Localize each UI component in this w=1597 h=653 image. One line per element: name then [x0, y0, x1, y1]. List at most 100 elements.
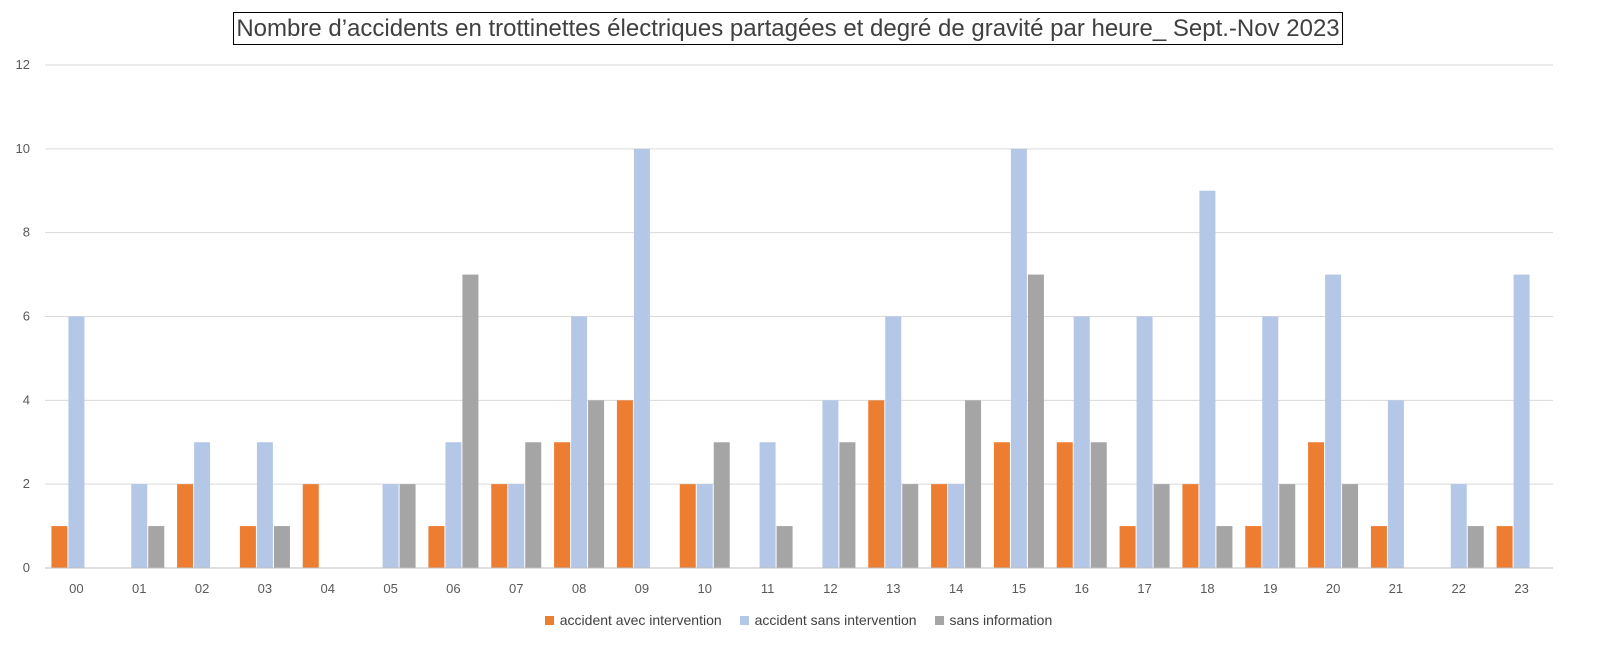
x-tick-label: 17	[1137, 581, 1151, 596]
bar	[1027, 274, 1044, 568]
legend-label-sans: accident sans intervention	[754, 612, 917, 628]
bar	[1119, 526, 1136, 568]
bar	[571, 316, 588, 568]
x-tick-label: 02	[195, 581, 209, 596]
x-tick-label: 12	[823, 581, 837, 596]
legend-label-avec: accident avec intervention	[559, 612, 722, 628]
x-tick-label: 18	[1200, 581, 1214, 596]
bar	[148, 526, 165, 568]
y-tick-label: 8	[23, 225, 30, 240]
x-tick-label: 23	[1514, 581, 1528, 596]
x-tick-label: 16	[1075, 581, 1089, 596]
bar	[1279, 484, 1296, 568]
bar	[1153, 484, 1170, 568]
bar	[239, 526, 256, 568]
bar	[51, 526, 68, 568]
legend-swatch-sans	[739, 615, 749, 625]
bar	[1090, 442, 1107, 568]
legend-swatch-avec	[544, 615, 554, 625]
bar	[839, 442, 856, 568]
bar	[1245, 526, 1262, 568]
x-tick-label: 09	[635, 581, 649, 596]
x-tick-label: 19	[1263, 581, 1277, 596]
bar	[256, 442, 273, 568]
bar	[588, 400, 605, 568]
bar	[822, 400, 839, 568]
x-axis-tick-labels: 00 01 02 03 04 05 06 07 08 09 10 11 12 13 14 15 16 17 18 19…	[69, 581, 1529, 596]
bar	[273, 526, 290, 568]
bar	[302, 484, 319, 568]
x-tick-label: 03	[258, 581, 272, 596]
bar	[1342, 484, 1359, 568]
x-tick-label: 01	[132, 581, 146, 596]
x-tick-label: 13	[886, 581, 900, 596]
bar	[885, 316, 902, 568]
bar	[1262, 316, 1279, 568]
x-tick-label: 00	[69, 581, 83, 596]
x-tick-label: 14	[949, 581, 963, 596]
bar	[399, 484, 416, 568]
bar	[1387, 400, 1404, 568]
bar	[1370, 526, 1387, 568]
bar	[633, 148, 650, 569]
bar	[713, 442, 730, 568]
bar	[1073, 316, 1090, 568]
bar	[525, 442, 542, 568]
x-tick-label: 15	[1012, 581, 1026, 596]
x-tick-label: 20	[1326, 581, 1340, 596]
legend-label-info: sans information	[949, 612, 1053, 628]
x-tick-label: 21	[1389, 581, 1403, 596]
bar	[445, 442, 462, 568]
bar	[1199, 190, 1216, 568]
bar	[491, 484, 508, 568]
bar	[993, 442, 1010, 568]
gridlines	[45, 64, 1553, 485]
bar	[776, 526, 793, 568]
x-tick-label: 07	[509, 581, 523, 596]
x-tick-label: 22	[1452, 581, 1466, 596]
bar	[931, 484, 948, 568]
bar	[1496, 526, 1513, 568]
bar	[1467, 526, 1484, 568]
bar	[1056, 442, 1073, 568]
bar	[68, 316, 85, 568]
bar	[1182, 484, 1199, 568]
bar	[508, 484, 525, 568]
bar	[1325, 274, 1342, 568]
x-tick-label: 04	[321, 581, 335, 596]
bar	[902, 484, 919, 568]
bar	[1308, 442, 1325, 568]
bar	[177, 484, 194, 568]
bar	[462, 274, 479, 568]
y-tick-label: 2	[23, 476, 30, 491]
bar	[948, 484, 965, 568]
bar	[1513, 274, 1530, 568]
bar	[382, 484, 399, 568]
bar	[696, 484, 713, 568]
bar	[1136, 316, 1153, 568]
bar	[554, 442, 571, 568]
x-tick-label: 10	[698, 581, 712, 596]
bar	[868, 400, 885, 568]
x-tick-label: 05	[383, 581, 397, 596]
x-tick-label: 06	[446, 581, 460, 596]
bar	[428, 526, 445, 568]
bar	[965, 400, 982, 568]
y-tick-label: 12	[16, 57, 30, 72]
bars	[51, 148, 1530, 569]
y-axis-tick-labels: 0 2 4 6 8 10 12	[16, 57, 30, 575]
bar	[1010, 148, 1027, 569]
bar	[616, 400, 633, 568]
x-tick-label: 08	[572, 581, 586, 596]
bar	[759, 442, 776, 568]
y-tick-label: 0	[23, 560, 30, 575]
legend-item-sans: accident sans intervention	[739, 612, 917, 628]
y-tick-label: 4	[23, 392, 30, 407]
y-tick-label: 10	[16, 141, 30, 156]
x-tick-label: 11	[761, 581, 775, 596]
chart-title: Nombre d’accidents en trottinettes élect…	[233, 12, 1343, 45]
bar	[679, 484, 696, 568]
legend-swatch-info	[934, 615, 944, 625]
legend-item-avec: accident avec intervention	[544, 612, 722, 628]
